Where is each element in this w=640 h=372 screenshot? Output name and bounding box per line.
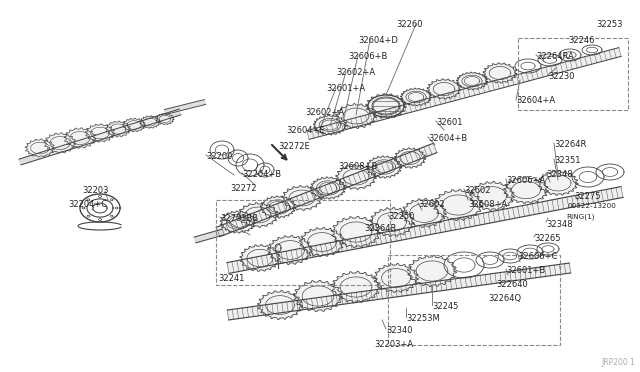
Polygon shape bbox=[44, 133, 76, 153]
Text: 32606+C: 32606+C bbox=[518, 252, 557, 261]
Polygon shape bbox=[156, 113, 174, 125]
Text: 32604+E: 32604+E bbox=[286, 126, 324, 135]
Text: 32275: 32275 bbox=[574, 192, 600, 201]
Text: 32260: 32260 bbox=[396, 20, 422, 29]
Polygon shape bbox=[407, 255, 457, 287]
Text: 32606+A: 32606+A bbox=[506, 176, 545, 185]
Polygon shape bbox=[307, 48, 621, 140]
Polygon shape bbox=[220, 211, 256, 233]
Polygon shape bbox=[240, 244, 280, 272]
Text: 32253M: 32253M bbox=[406, 314, 440, 323]
Polygon shape bbox=[260, 196, 296, 218]
Polygon shape bbox=[227, 187, 623, 273]
Text: 32264R: 32264R bbox=[364, 224, 396, 233]
Polygon shape bbox=[300, 227, 344, 257]
Polygon shape bbox=[310, 177, 346, 199]
Polygon shape bbox=[293, 280, 343, 312]
Polygon shape bbox=[282, 186, 323, 211]
Text: 32272: 32272 bbox=[230, 184, 257, 193]
Text: 32601: 32601 bbox=[436, 118, 463, 127]
Polygon shape bbox=[19, 109, 181, 165]
Text: JRP200 1: JRP200 1 bbox=[601, 358, 635, 367]
Polygon shape bbox=[85, 124, 115, 142]
Text: 32602+A: 32602+A bbox=[336, 68, 375, 77]
Polygon shape bbox=[401, 88, 431, 106]
Polygon shape bbox=[64, 128, 96, 148]
Polygon shape bbox=[433, 189, 483, 221]
Text: 32230: 32230 bbox=[548, 72, 575, 81]
Text: 32348: 32348 bbox=[546, 220, 573, 229]
Polygon shape bbox=[216, 143, 437, 237]
Polygon shape bbox=[504, 176, 548, 203]
Polygon shape bbox=[366, 156, 402, 178]
Text: 32351: 32351 bbox=[554, 156, 580, 165]
Text: 32604+A: 32604+A bbox=[516, 96, 555, 105]
Text: 32265: 32265 bbox=[534, 234, 561, 243]
Text: 32204+C: 32204+C bbox=[68, 200, 107, 209]
Text: 32264RA: 32264RA bbox=[536, 52, 573, 61]
Text: 32602+A: 32602+A bbox=[305, 108, 344, 117]
Text: 32602: 32602 bbox=[464, 186, 490, 195]
Text: 32701BB: 32701BB bbox=[220, 214, 259, 223]
Polygon shape bbox=[106, 121, 131, 137]
Text: 00922-13200: 00922-13200 bbox=[568, 203, 617, 209]
Text: 32204+B: 32204+B bbox=[242, 170, 281, 179]
Polygon shape bbox=[227, 263, 571, 320]
Polygon shape bbox=[335, 164, 376, 189]
Text: 32241: 32241 bbox=[218, 274, 244, 283]
Polygon shape bbox=[394, 148, 426, 168]
Polygon shape bbox=[122, 118, 145, 132]
Bar bbox=[388, 255, 560, 345]
Text: 32200: 32200 bbox=[206, 152, 232, 161]
Text: 32601+B: 32601+B bbox=[506, 266, 545, 275]
Polygon shape bbox=[470, 182, 515, 211]
Text: 32264Q: 32264Q bbox=[488, 294, 521, 303]
Text: 32601+A: 32601+A bbox=[326, 84, 365, 93]
Text: 32203+A: 32203+A bbox=[374, 340, 413, 349]
Bar bbox=[518, 38, 628, 110]
Text: 32245: 32245 bbox=[432, 302, 458, 311]
Text: 32602: 32602 bbox=[418, 200, 445, 209]
Text: 32246: 32246 bbox=[568, 36, 595, 45]
Text: 32340: 32340 bbox=[386, 326, 413, 335]
Polygon shape bbox=[313, 115, 347, 135]
Polygon shape bbox=[374, 263, 419, 293]
Text: RING(1): RING(1) bbox=[566, 213, 595, 219]
Bar bbox=[216, 200, 390, 285]
Text: 32606+B: 32606+B bbox=[348, 52, 387, 61]
Text: 32253: 32253 bbox=[596, 20, 623, 29]
Polygon shape bbox=[538, 171, 579, 195]
Polygon shape bbox=[140, 116, 160, 128]
Polygon shape bbox=[164, 100, 205, 115]
Polygon shape bbox=[456, 72, 488, 90]
Polygon shape bbox=[25, 139, 55, 157]
Polygon shape bbox=[401, 198, 447, 228]
Text: 32604+D: 32604+D bbox=[358, 36, 398, 45]
Text: 32272E: 32272E bbox=[278, 142, 310, 151]
Polygon shape bbox=[365, 93, 406, 119]
Text: 32608+B: 32608+B bbox=[338, 162, 378, 171]
Text: 32203: 32203 bbox=[82, 186, 109, 195]
Polygon shape bbox=[257, 291, 303, 320]
Polygon shape bbox=[483, 63, 517, 83]
Text: 32348: 32348 bbox=[546, 170, 573, 179]
Polygon shape bbox=[332, 271, 381, 303]
Polygon shape bbox=[237, 202, 278, 228]
Text: 32604+B: 32604+B bbox=[428, 134, 467, 143]
Polygon shape bbox=[369, 207, 415, 237]
Text: 32608+A: 32608+A bbox=[468, 200, 508, 209]
Text: 32250: 32250 bbox=[388, 212, 414, 221]
Polygon shape bbox=[335, 103, 376, 128]
Polygon shape bbox=[332, 216, 381, 248]
Polygon shape bbox=[268, 235, 312, 264]
Text: 32264R: 32264R bbox=[554, 140, 586, 149]
Polygon shape bbox=[194, 229, 224, 243]
Polygon shape bbox=[427, 79, 461, 99]
Text: 322640: 322640 bbox=[496, 280, 528, 289]
